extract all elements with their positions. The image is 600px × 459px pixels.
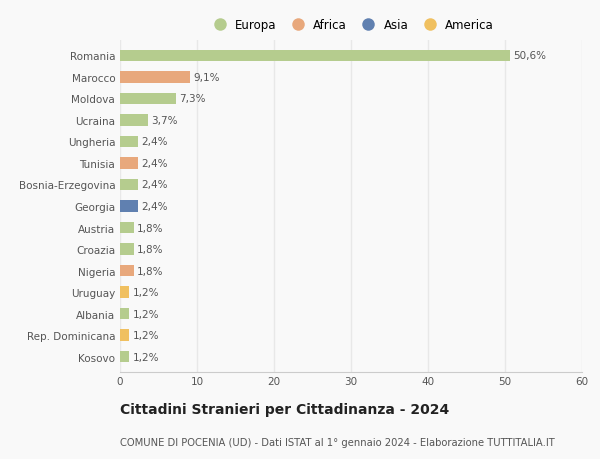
Bar — [120, 244, 134, 255]
Bar — [120, 179, 139, 191]
Bar — [120, 93, 176, 105]
Legend: Europa, Africa, Asia, America: Europa, Africa, Asia, America — [203, 14, 499, 37]
Bar — [120, 265, 134, 277]
Text: 1,8%: 1,8% — [137, 223, 163, 233]
Text: 1,2%: 1,2% — [133, 352, 159, 362]
Bar — [120, 286, 129, 298]
Text: 2,4%: 2,4% — [142, 202, 168, 212]
Text: 7,3%: 7,3% — [179, 94, 206, 104]
Text: 1,8%: 1,8% — [137, 266, 163, 276]
Text: 1,2%: 1,2% — [133, 330, 159, 340]
Text: 2,4%: 2,4% — [142, 159, 168, 168]
Bar — [120, 308, 129, 320]
Bar — [120, 115, 148, 127]
Text: COMUNE DI POCENIA (UD) - Dati ISTAT al 1° gennaio 2024 - Elaborazione TUTTITALIA: COMUNE DI POCENIA (UD) - Dati ISTAT al 1… — [120, 437, 555, 447]
Bar — [120, 50, 509, 62]
Bar — [120, 330, 129, 341]
Bar — [120, 222, 134, 234]
Text: 2,4%: 2,4% — [142, 180, 168, 190]
Bar — [120, 136, 139, 148]
Text: 1,2%: 1,2% — [133, 287, 159, 297]
Text: 2,4%: 2,4% — [142, 137, 168, 147]
Text: Cittadini Stranieri per Cittadinanza - 2024: Cittadini Stranieri per Cittadinanza - 2… — [120, 402, 449, 416]
Text: 50,6%: 50,6% — [513, 51, 546, 62]
Text: 1,8%: 1,8% — [137, 245, 163, 254]
Bar — [120, 72, 190, 84]
Bar — [120, 351, 129, 363]
Bar — [120, 158, 139, 169]
Text: 3,7%: 3,7% — [152, 116, 178, 126]
Bar — [120, 201, 139, 213]
Text: 9,1%: 9,1% — [193, 73, 220, 83]
Text: 1,2%: 1,2% — [133, 309, 159, 319]
